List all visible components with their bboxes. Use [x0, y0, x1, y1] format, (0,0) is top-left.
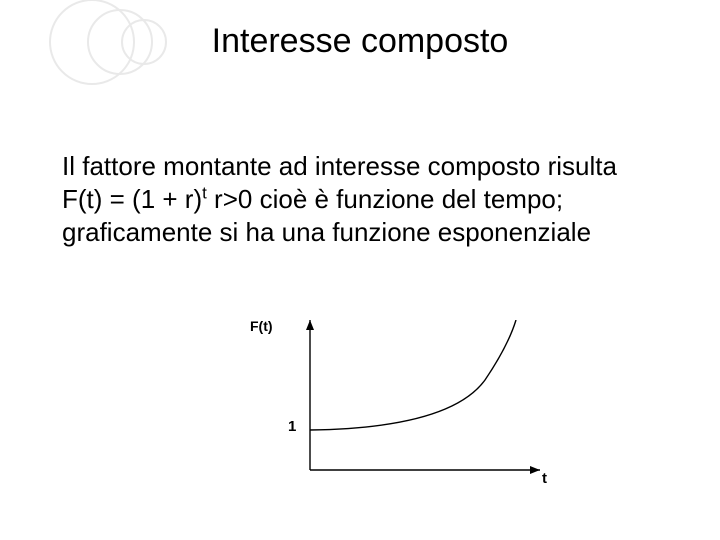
exponential-chart: F(t) 1 t	[280, 320, 550, 490]
exp-curve	[310, 320, 516, 430]
slide-title: Interesse composto	[0, 22, 720, 61]
body-line1: Il fattore montante ad interesse compost…	[62, 151, 617, 181]
body-text: Il fattore montante ad interesse compost…	[62, 150, 662, 248]
x-axis-label: t	[542, 470, 547, 487]
y-tick-1: 1	[288, 418, 296, 435]
chart-svg	[280, 320, 550, 490]
slide: Interesse composto Il fattore montante a…	[0, 0, 720, 540]
body-formula: F(t) = (1 + r)t r>0 cioè è funzione del …	[62, 184, 591, 247]
formula-prefix: F(t) = (1 + r)	[62, 184, 202, 214]
x-axis-arrow	[530, 466, 540, 474]
y-axis-label: F(t)	[250, 318, 273, 334]
y-axis-arrow	[306, 320, 314, 330]
